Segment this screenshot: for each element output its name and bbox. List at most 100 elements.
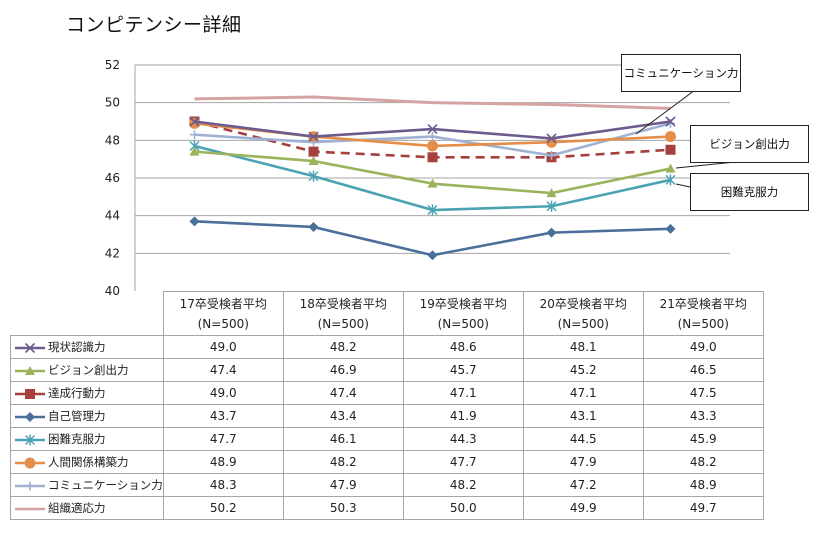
table-cell-value: 47.5 [642,381,764,405]
table-cell-value: 48.2 [642,450,764,474]
legend-label: ビジョン創出力 [48,363,129,377]
legend-label: 人間関係構築力 [48,455,129,469]
series-lines [189,95,676,261]
y-tick-label: 42 [105,246,120,260]
legend-swatch-icon [15,365,45,375]
x-category-label: 18卒受検者平均 (N=500) [282,291,404,336]
table-cell-value: 47.4 [162,358,284,382]
series-3 [189,216,676,261]
category-line2: (N=500) [197,316,249,331]
table-cell-value: 49.7 [642,496,764,520]
y-tick-label: 50 [105,96,120,110]
series-7 [194,95,671,110]
legend-entry: コミュニケーション力 [10,473,164,497]
data-table: 17卒受検者平均 (N=500) 18卒受検者平均 (N=500) 19卒受検者平均 (N… [10,291,764,520]
legend-swatch-icon [15,507,45,510]
data-point-x [24,342,36,353]
legend-swatch-icon [15,342,45,353]
data-point-x [546,133,557,144]
table-cell-value: 43.7 [162,404,284,428]
table-cell-value: 48.1 [522,335,644,359]
legend-swatch-icon [15,411,45,422]
legend-swatch-icon [15,481,45,490]
data-point-plus [666,118,675,128]
legend-entry: 自己管理力 [10,404,164,428]
table-cell-value: 50.0 [402,496,524,520]
series-1 [189,146,676,198]
table-row: コミュニケーション力 48.3 47.9 48.2 47.2 48.9 [10,473,764,497]
table-cell-value: 49.0 [642,335,764,359]
data-point-square [665,144,676,155]
legend-label: 困難克服力 [48,432,106,446]
data-point-triangle [308,156,319,166]
legend-swatch-icon [15,434,45,445]
data-point-asterisk [665,174,676,186]
data-point-square [308,146,319,157]
table-cell-value: 50.2 [162,496,284,520]
table-cell-value: 47.1 [522,381,644,405]
table-cell-value: 49.0 [162,335,284,359]
legend-entry: 現状認識力 [10,335,164,359]
y-tick-label: 46 [105,171,120,185]
data-point-triangle [25,365,35,375]
data-point-circle [665,131,676,143]
data-point-plus [190,130,199,140]
data-point-circle [24,457,36,468]
callout-leader-line [675,183,691,188]
category-line2: (N=500) [557,316,609,331]
legend-entry: 達成行動力 [10,381,164,405]
series-4 [189,140,676,216]
data-point-diamond [25,411,35,422]
data-point-asterisk [24,434,36,445]
annotation-callout: コミュニケーション力 [621,54,741,92]
category-line2: (N=500) [317,316,369,331]
data-point-diamond [308,221,319,232]
table-cell-value: 49.0 [162,381,284,405]
table-cell-value: 48.3 [162,473,284,497]
legend-label: 現状認識力 [48,340,106,354]
legend-entry: ビジョン創出力 [10,358,164,382]
x-category-label: 21卒受検者平均 (N=500) [642,291,764,336]
legend-swatch-icon [15,388,45,399]
table-cell-value: 43.4 [282,404,404,428]
data-point-x [308,131,319,142]
table-row: 自己管理力 43.7 43.4 41.9 43.1 43.3 [10,404,764,428]
table-cell-value: 47.9 [522,450,644,474]
data-point-asterisk [308,170,319,182]
category-line1: 19卒受検者平均 [419,296,507,311]
table-cell-value: 41.9 [402,404,524,428]
data-point-circle [427,140,438,152]
table-row: 組織適応力 50.2 50.3 50.0 49.9 49.7 [10,496,764,520]
table-cell-value: 43.1 [522,404,644,428]
category-line1: 18卒受検者平均 [299,296,387,311]
table-row: 現状認識力 49.0 48.2 48.6 48.1 49.0 [10,335,764,359]
legend-label: 達成行動力 [48,386,106,400]
data-point-square [427,152,438,163]
data-point-asterisk [546,200,557,212]
table-cell-value: 47.4 [282,381,404,405]
y-tick-label: 44 [105,209,120,223]
legend-label: コミュニケーション力 [48,478,163,492]
annotation-callout: 困難克服力 [690,173,809,211]
series-line [194,95,671,110]
data-point-diamond [427,250,438,261]
data-point-diamond [546,227,557,238]
annotation-callout: ビジョン創出力 [690,125,809,163]
data-point-asterisk [427,204,438,216]
table-cell-value: 44.5 [522,427,644,451]
x-category-label: 20卒受検者平均 (N=500) [522,291,644,336]
table-row: 困難克服力 47.7 46.1 44.3 44.5 45.9 [10,427,764,451]
table-cell-value: 48.6 [402,335,524,359]
data-point-plus [547,150,556,160]
legend-entry: 人間関係構築力 [10,450,164,474]
table-cell-value: 48.2 [282,335,404,359]
series-line [194,220,671,257]
table-cell-value: 47.7 [402,450,524,474]
table-row: ビジョン創出力 47.4 46.9 45.7 45.2 46.5 [10,358,764,382]
data-point-triangle [427,178,438,188]
x-category-label: 19卒受検者平均 (N=500) [402,291,524,336]
legend-label: 自己管理力 [48,409,106,423]
table-cell-value: 47.1 [402,381,524,405]
